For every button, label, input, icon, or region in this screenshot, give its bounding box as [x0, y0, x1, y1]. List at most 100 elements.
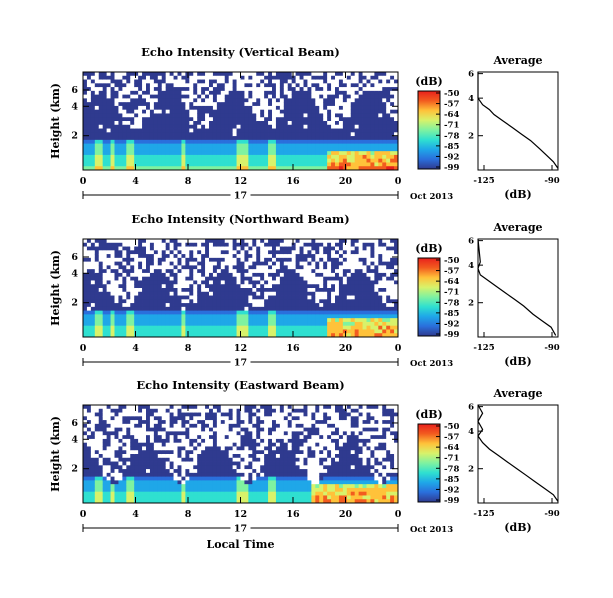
- heatmap-cell: [122, 499, 127, 504]
- heatmap-cell: [161, 79, 167, 84]
- heatmap-cell: [354, 310, 360, 315]
- heatmap-cell: [134, 499, 139, 504]
- heatmap-cell: [338, 254, 344, 259]
- heatmap-cell: [94, 472, 100, 478]
- heatmap-cell: [94, 461, 100, 466]
- heatmap-cell: [169, 113, 174, 118]
- heatmap-cell: [378, 303, 383, 308]
- heatmap-cell: [102, 325, 108, 330]
- heatmap-cell: [319, 257, 324, 263]
- heatmap-cell: [319, 325, 324, 330]
- heatmap-cell: [212, 79, 218, 84]
- heatmap-cell: [185, 158, 190, 163]
- heatmap-cell: [232, 87, 237, 92]
- heatmap-cell: [394, 79, 399, 84]
- heatmap-cell: [287, 284, 293, 289]
- heatmap-cell: [173, 431, 178, 436]
- heatmap-cell: [264, 325, 269, 330]
- heatmap-cell: [102, 154, 108, 160]
- heatmap-cell: [335, 321, 340, 327]
- heatmap-cell: [244, 254, 249, 259]
- heatmap-cell: [86, 457, 92, 462]
- heatmap-cell: [272, 280, 277, 285]
- heatmap-cell: [370, 257, 375, 263]
- heatmap-cell: [114, 310, 119, 315]
- date-label-bg: [230, 189, 251, 201]
- heatmap-cell: [83, 132, 88, 137]
- heatmap-cell: [268, 162, 273, 167]
- heatmap-cell: [394, 94, 399, 99]
- heatmap-cell: [185, 325, 190, 330]
- heatmap-cell: [181, 265, 186, 270]
- heatmap-cell: [374, 143, 379, 148]
- heatmap-cell: [106, 431, 111, 436]
- heatmap-cell: [94, 480, 100, 485]
- heatmap-cell: [161, 303, 167, 308]
- heatmap-cell: [98, 314, 104, 319]
- heatmap-cell: [118, 124, 123, 129]
- heatmap-cell: [256, 276, 261, 281]
- heatmap-cell: [165, 288, 171, 293]
- heatmap-cell: [244, 321, 249, 327]
- heatmap-cell: [90, 299, 96, 304]
- heatmap-cell: [295, 132, 300, 137]
- heatmap-cell: [354, 94, 360, 99]
- heatmap-cell: [110, 261, 115, 266]
- heatmap-cell: [287, 265, 293, 270]
- heatmap-cell: [197, 166, 202, 171]
- heatmap-cell: [256, 113, 261, 118]
- heatmap-cell: [177, 83, 182, 88]
- heatmap-cell: [153, 272, 159, 278]
- heatmap-cell: [146, 446, 151, 451]
- heatmap-cell: [319, 333, 324, 338]
- heatmap-cell: [236, 291, 241, 296]
- heatmap-cell: [130, 105, 135, 111]
- heatmap-cell: [228, 284, 234, 289]
- heatmap-cell: [272, 261, 277, 266]
- heatmap-cell: [157, 495, 163, 500]
- heatmap-cell: [236, 284, 241, 289]
- y-tick-label: 6: [71, 252, 78, 263]
- heatmap-cell: [110, 117, 115, 122]
- heatmap-cell: [209, 333, 214, 338]
- heatmap-cell: [378, 272, 383, 278]
- heatmap-cell: [138, 454, 143, 459]
- heatmap-cell: [146, 291, 151, 296]
- heatmap-cell: [146, 121, 151, 126]
- y-tick-label: 2: [71, 131, 78, 142]
- heatmap-cell: [244, 306, 249, 312]
- heatmap-cell: [173, 491, 178, 496]
- heatmap-cell: [134, 325, 139, 330]
- heatmap-cell: [303, 254, 308, 259]
- heatmap-cell: [146, 257, 151, 263]
- heatmap-cell: [228, 132, 234, 137]
- heatmap-cell: [189, 303, 194, 308]
- heatmap-cell: [275, 242, 281, 247]
- heatmap-cell: [114, 136, 119, 141]
- heatmap-cell: [319, 75, 324, 80]
- heatmap-cell: [358, 288, 363, 293]
- heatmap-cell: [224, 299, 230, 304]
- heatmap-cell: [149, 427, 155, 432]
- heatmap-cell: [224, 72, 230, 77]
- heatmap-cell: [118, 280, 123, 285]
- heatmap-cell: [350, 109, 356, 114]
- heatmap-cell: [197, 124, 202, 129]
- heatmap-cell: [98, 272, 104, 278]
- heatmap-cell: [346, 318, 352, 323]
- heatmap-cell: [90, 427, 96, 432]
- heatmap-cell: [110, 435, 115, 440]
- heatmap-cell: [272, 246, 277, 251]
- heatmap-cell: [307, 105, 312, 111]
- heatmap-cell: [197, 139, 202, 145]
- heatmap-cell: [256, 72, 261, 77]
- heatmap-cell: [268, 143, 273, 148]
- heatmap-cell: [98, 246, 104, 251]
- heatmap-cell: [291, 269, 297, 274]
- heatmap-cell: [110, 491, 115, 496]
- heatmap-cell: [134, 162, 139, 167]
- heatmap-cell: [338, 83, 344, 88]
- heatmap-cell: [165, 242, 171, 247]
- heatmap-cell: [212, 329, 218, 334]
- heatmap-cell: [256, 242, 261, 247]
